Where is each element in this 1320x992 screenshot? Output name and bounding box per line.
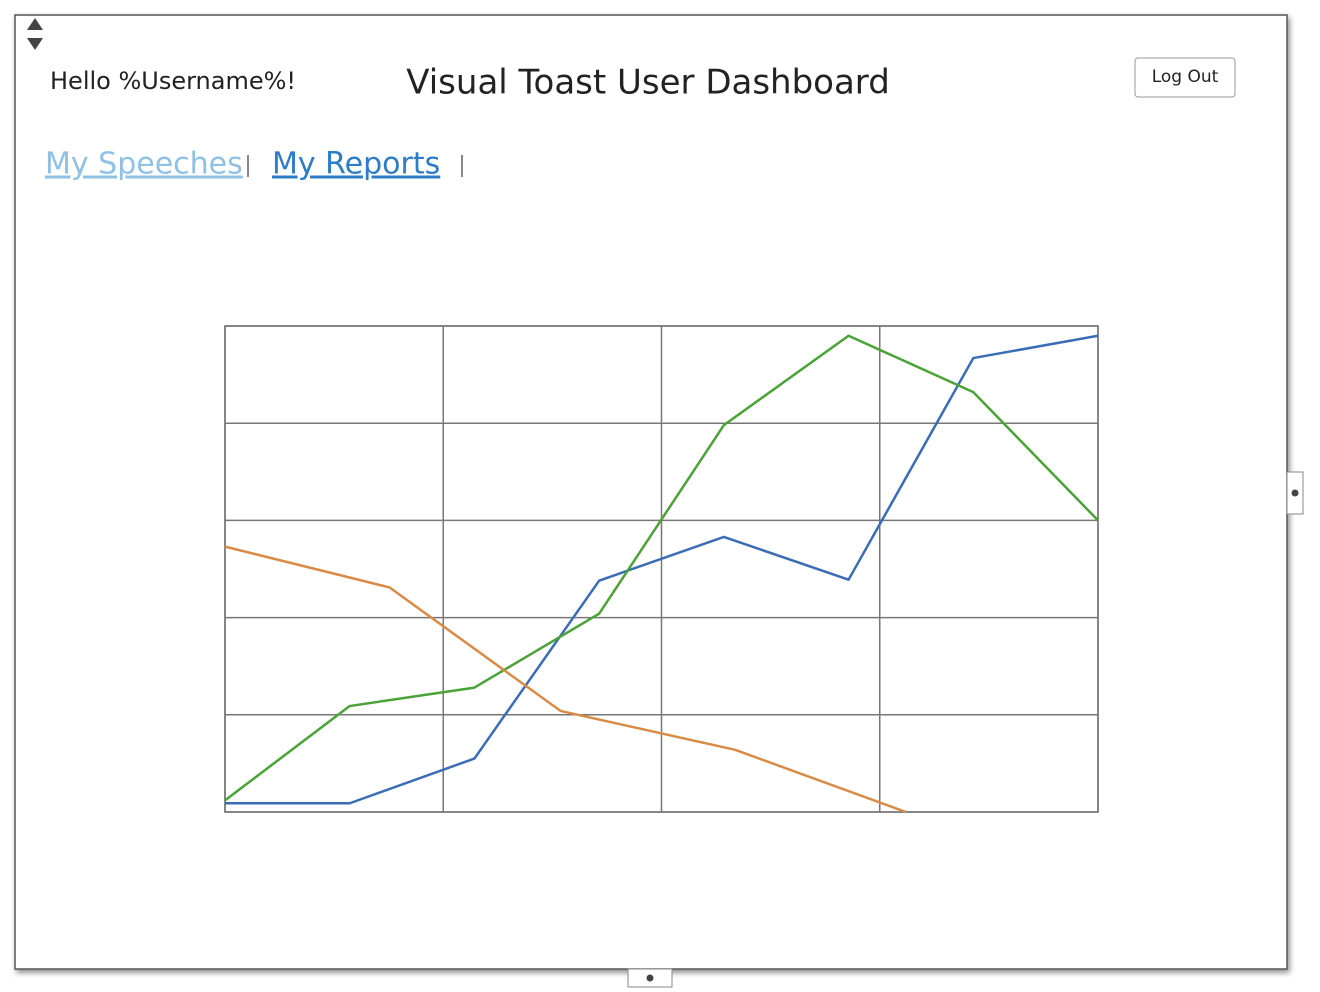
chart [224,325,1099,814]
series-line [224,545,907,814]
page-title: Visual Toast User Dashboard [406,63,890,103]
series-line [224,334,1099,802]
nav-link[interactable]: My Reports [272,147,440,182]
scroll-arrows[interactable] [27,18,43,50]
nav-link[interactable]: My Speeches [45,147,243,182]
greeting: Hello %Username%! [50,67,296,95]
logout-button[interactable] [1134,57,1236,98]
handle-dot [646,974,654,982]
handle-dot [1291,489,1299,497]
logout-label[interactable]: Log Out [1152,67,1219,87]
series-line [225,334,1099,805]
